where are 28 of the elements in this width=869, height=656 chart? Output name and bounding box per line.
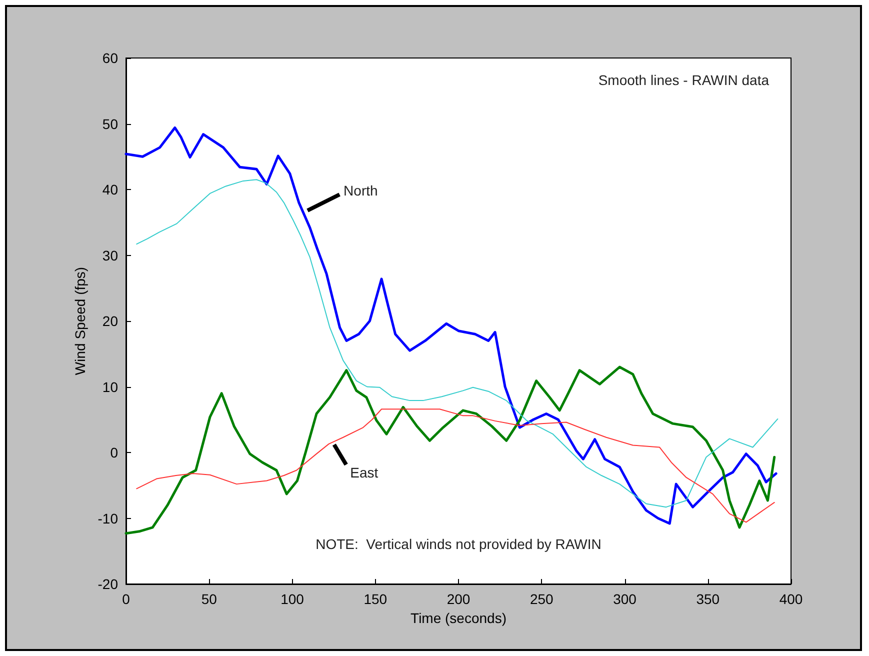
y-tick-label: 10 <box>102 378 118 395</box>
x-tick-label: 350 <box>696 591 720 607</box>
x-tick-label: 250 <box>530 591 554 607</box>
x-tick-label: 100 <box>280 591 304 607</box>
x-tick-label: 0 <box>122 591 130 607</box>
x-tick-label: 50 <box>201 591 218 607</box>
annotation: East <box>350 464 378 481</box>
y-tick-label: -10 <box>98 510 118 526</box>
y-axis-title: Wind Speed (fps) <box>72 266 88 376</box>
annotation: Smooth lines - RAWIN data <box>598 72 770 88</box>
y-tick-label: -20 <box>98 576 118 592</box>
y-tick-label: 50 <box>102 116 118 132</box>
x-tick-label: 200 <box>446 591 470 607</box>
annotation: NOTE: Vertical winds not provided by RAWIN <box>316 536 602 552</box>
y-tick-label: 20 <box>102 313 118 329</box>
y-tick-label: 0 <box>110 444 118 460</box>
x-tick-label: 300 <box>613 591 637 607</box>
x-axis-title: Time (seconds) <box>410 610 506 626</box>
line-series <box>124 366 776 535</box>
annotation: North <box>344 182 378 199</box>
y-tick-label: 30 <box>102 247 118 264</box>
x-tick-label: 400 <box>779 591 803 607</box>
x-tick-label: 150 <box>364 591 388 607</box>
y-tick-label: 40 <box>102 182 118 198</box>
line-series <box>124 126 778 525</box>
y-tick-label: 60 <box>102 50 118 66</box>
line-series <box>136 179 778 508</box>
line-series <box>136 408 775 523</box>
